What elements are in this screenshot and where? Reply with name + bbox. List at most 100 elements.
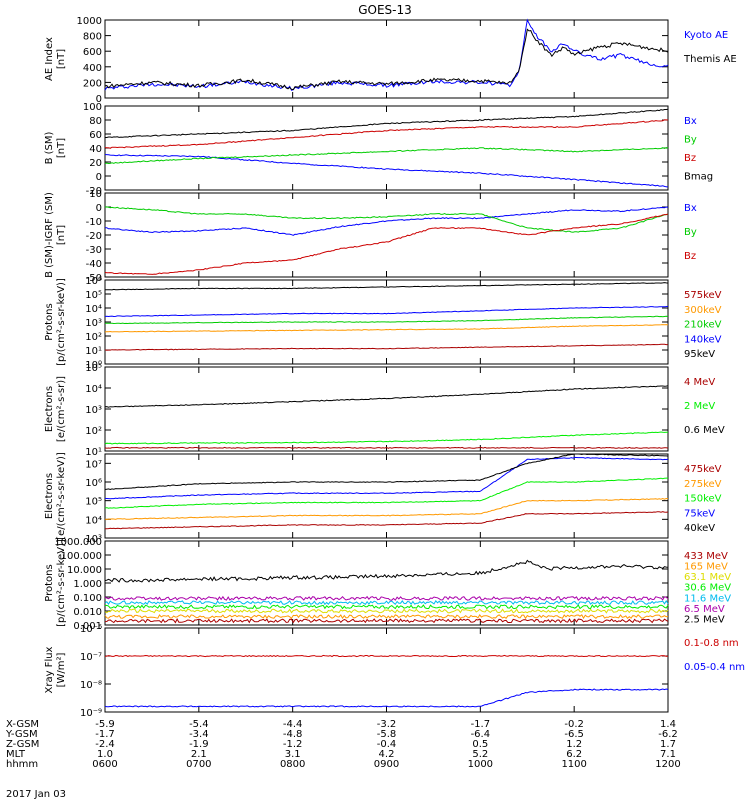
series-line-475kev: [104, 511, 669, 530]
y-axis-label: [nT]: [56, 49, 67, 69]
legend-entry: 275keV: [684, 479, 722, 490]
date-label: 2017 Jan 03: [6, 789, 66, 800]
y-tick-label: 800: [83, 32, 102, 43]
y-tick-label: 10³: [85, 534, 102, 545]
y-tick-label: 0.001: [73, 621, 102, 632]
y-tick-label: 10.000: [67, 565, 102, 576]
y-axis-label: Protons: [44, 303, 55, 340]
time-axis-value: 1100: [561, 759, 586, 770]
time-axis-value: 0800: [280, 759, 305, 770]
time-axis-row-label: hhmm: [6, 759, 38, 770]
y-tick-label: 0.100: [73, 593, 102, 604]
panel-ae: 0 200 400 600 800 1000 AE Index [nT] Kyoto AE The…: [44, 16, 737, 105]
y-axis-label: [p/(cm²-s-sr-keV)]: [56, 539, 67, 627]
y-axis-label: B (SM)-IGRF (SM): [44, 192, 55, 278]
y-tick-label: 10⁶: [85, 478, 102, 489]
y-tick-label: 10⁶: [85, 276, 102, 287]
series-line-40kev: [104, 453, 669, 491]
series-line-6-5-mev: [104, 595, 669, 601]
panel-bsm: -20 0 20 40 60 80 100 B (SM) [nT] Bx By Bz Bmag: [44, 102, 713, 197]
panel-frame: [104, 540, 669, 626]
panel-xray: 10⁻⁹ 10⁻⁸ 10⁻⁷ 10⁻⁶ Xray Flux [W/m²] 0.1-0.8 n…: [44, 624, 745, 719]
time-axis-row-label: X-GSM: [6, 719, 39, 730]
y-tick-label: 0: [96, 94, 102, 105]
time-axis-value: -1.9: [189, 739, 209, 750]
series-line-2-5-mev: [104, 559, 669, 583]
time-axis-value: 7.1: [660, 749, 676, 760]
panel-protons_hi: 0.001 0.010 0.100 1.000 10.000 100.000 1000.00…: [44, 537, 731, 632]
legend-entry: 11.6 MeV: [684, 593, 731, 604]
series-line-kyoto-ae: [104, 18, 669, 91]
y-tick-label: 10: [89, 189, 102, 200]
time-axis-value: 6.2: [566, 749, 582, 760]
legend-entry: Bmag: [684, 172, 713, 183]
time-axis-value: -5.9: [95, 719, 115, 730]
y-tick-label: 60: [89, 130, 102, 141]
y-tick-label: 0: [96, 203, 102, 214]
legend-entry: Themis AE: [683, 54, 737, 65]
y-axis-label: Protons: [44, 564, 55, 601]
legend-entry: 0.1-0.8 nm: [684, 638, 739, 649]
y-tick-label: 10¹: [85, 447, 102, 458]
y-tick-label: 0: [96, 172, 102, 183]
time-axis-value: 1.4: [660, 719, 676, 730]
time-axis-value: -2.4: [95, 739, 115, 750]
panel-frame: [104, 366, 669, 452]
time-axis-row-label: MLT: [6, 749, 26, 760]
series-line-bz: [104, 119, 669, 149]
y-tick-label: 0.010: [73, 607, 102, 618]
legend-entry: 0.6 MeV: [684, 425, 725, 436]
y-tick-label: 10⁻⁹: [80, 708, 102, 719]
legend-entry: 433 MeV: [684, 551, 728, 562]
series-line-433-mev: [104, 618, 669, 624]
y-tick-label: 10⁷: [85, 459, 102, 470]
y-tick-label: 10⁻⁶: [80, 624, 102, 635]
legend-entry: 140keV: [684, 334, 722, 345]
y-tick-label: 80: [89, 116, 102, 127]
time-axis-value: 0900: [374, 759, 399, 770]
legend-entry: 0.05-0.4 nm: [684, 662, 745, 673]
legend-entry: 63.1 MeV: [684, 572, 731, 583]
y-axis-label: [W/m²]: [56, 652, 67, 687]
legend-entry: 30.6 MeV: [684, 583, 731, 594]
y-tick-label: 10⁵: [85, 363, 102, 374]
time-axis-value: -1.7: [471, 719, 491, 730]
legend-entry: By: [684, 135, 697, 146]
legend-entry: 300keV: [684, 305, 722, 316]
y-axis-label: [nT]: [56, 225, 67, 245]
series-line-150kev: [104, 477, 668, 509]
time-axis-value: 1.0: [97, 749, 113, 760]
legend-entry: 40keV: [684, 523, 715, 534]
y-tick-label: -10: [86, 217, 102, 228]
y-tick-label: 400: [83, 63, 102, 74]
y-axis-label: Electrons: [44, 473, 55, 519]
y-tick-label: 10⁵: [85, 290, 102, 301]
time-axis-value: 0700: [186, 759, 211, 770]
series-line-75kev: [104, 456, 669, 500]
y-tick-label: -30: [86, 245, 102, 256]
y-axis-label: [e/(cm²-s-sr-keV)]: [56, 452, 67, 540]
legend-entry: 575keV: [684, 290, 722, 301]
series-line-63-1-mev: [104, 608, 669, 614]
y-tick-label: 10¹: [85, 346, 102, 357]
y-tick-label: 10⁵: [85, 497, 102, 508]
series-line-30-6-mev: [104, 604, 669, 610]
panel-frame: [104, 105, 669, 191]
series-line-0-1-0-8-nm: [104, 654, 669, 658]
series-line-0-6-mev: [104, 385, 669, 408]
y-tick-label: -40: [86, 259, 102, 270]
series-line-bmag: [105, 108, 669, 138]
legend-entry: 2.5 MeV: [684, 614, 725, 625]
y-tick-label: 40: [89, 144, 102, 155]
time-axis-value: -6.5: [564, 729, 584, 740]
legend-entry: By: [684, 227, 697, 238]
legend-entry: Bx: [684, 116, 697, 127]
series-line-11-6-mev: [104, 599, 669, 606]
time-axis-value: 1000: [468, 759, 493, 770]
time-axis-value: 5.2: [472, 749, 488, 760]
series-line-by: [104, 147, 669, 165]
y-tick-label: 10⁻⁷: [80, 652, 102, 663]
time-axis-value: 1200: [655, 759, 680, 770]
legend-entry: 4 MeV: [684, 377, 715, 388]
